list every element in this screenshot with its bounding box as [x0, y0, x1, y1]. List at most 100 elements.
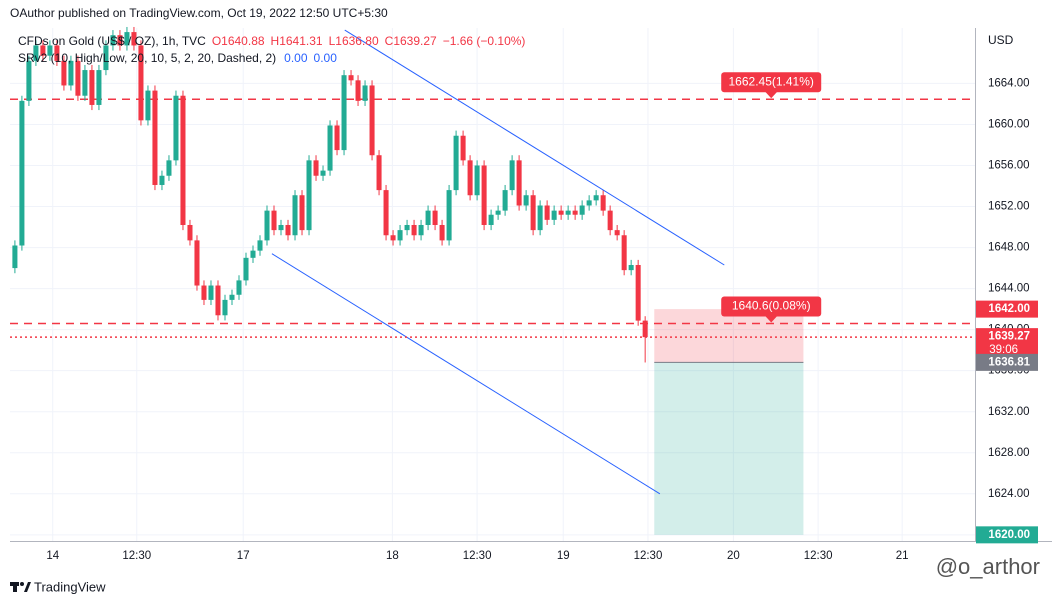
candle-body	[257, 240, 263, 251]
candle-body	[12, 245, 18, 269]
candle-body	[334, 125, 340, 151]
trend-line	[271, 253, 661, 495]
candle-body	[19, 100, 25, 246]
price-badge	[976, 353, 1038, 371]
x-tick-label: 12:30	[463, 550, 492, 562]
candle-body	[579, 205, 585, 215]
candle-body	[495, 210, 501, 215]
candle-body	[173, 95, 179, 161]
x-tick-label: 18	[386, 550, 399, 562]
candle-body	[614, 230, 620, 236]
y-tick-label: 1632.00	[988, 406, 1030, 418]
ohlc-change: −1.66 (−0.10%)	[443, 34, 526, 48]
candle-body	[222, 299, 228, 316]
ohlc-close: C1639.27	[385, 34, 437, 48]
candle-body	[187, 224, 193, 241]
candle-body	[600, 195, 606, 211]
candle-body	[117, 35, 123, 46]
candle-body	[523, 195, 529, 206]
y-tick-label: 1664.00	[988, 77, 1030, 89]
candle-body	[635, 265, 641, 321]
candle-body	[369, 85, 375, 156]
candle-body	[166, 160, 172, 176]
trend-line	[344, 29, 725, 266]
candle-body	[397, 230, 403, 241]
candle-body	[474, 165, 480, 196]
candle-body	[313, 160, 319, 176]
x-tick-label: 14	[46, 550, 59, 562]
price-badge-label: 1639.27	[988, 331, 1030, 343]
candle-body	[593, 195, 599, 201]
candle-body	[236, 280, 242, 295]
x-tick-label: 12:30	[634, 550, 663, 562]
candle-body	[383, 190, 389, 236]
y-tick-label: 1648.00	[988, 242, 1030, 254]
target-zone	[654, 362, 804, 535]
ohlc-low: L1636.80	[329, 34, 379, 48]
candle-body	[278, 224, 284, 231]
countdown: 39:06	[989, 344, 1018, 356]
candle-body	[145, 90, 151, 121]
candle-body	[285, 224, 291, 236]
candle-body	[341, 75, 347, 151]
ohlc-open: O1640.88	[212, 34, 265, 48]
candle-body	[551, 210, 557, 220]
candle-body	[586, 200, 592, 206]
candle-body	[467, 160, 473, 196]
price-badge-label: 1642.00	[988, 303, 1030, 315]
candle-body	[348, 75, 354, 81]
candle-body	[89, 70, 95, 105]
candle-body	[40, 45, 46, 56]
candle-body	[516, 160, 522, 206]
candle-body	[201, 285, 207, 300]
axes: 1620.001624.001628.001632.001636.001640.…	[46, 77, 1038, 562]
brand-logo	[10, 582, 31, 592]
candle-body	[488, 214, 494, 225]
candle-body	[243, 257, 249, 281]
candle-body	[453, 135, 459, 191]
level-label-pointer	[765, 91, 778, 99]
candle-body	[558, 210, 564, 215]
grid	[10, 28, 975, 541]
candle-body	[292, 195, 298, 236]
candle-body	[264, 210, 270, 241]
candle-body	[68, 60, 74, 86]
candle-body	[439, 224, 445, 241]
candle-body	[47, 45, 53, 56]
candle-body	[404, 224, 410, 231]
level-label: 1640.6(0.08%)	[732, 299, 811, 313]
y-tick-label: 1652.00	[988, 201, 1030, 213]
candle-body	[481, 165, 487, 225]
candle-body	[355, 80, 361, 101]
candle-body	[642, 320, 648, 338]
stop-zone	[654, 309, 804, 363]
watermark: @o_arthor	[936, 554, 1040, 579]
candle-body	[509, 160, 515, 191]
y-tick-label: 1624.00	[988, 488, 1030, 500]
candle-body	[621, 235, 627, 271]
y-tick-label: 1660.00	[988, 118, 1030, 130]
candle-body	[271, 210, 277, 231]
symbol: CFDs on Gold (US$ / OZ), 1h, TVC	[18, 34, 206, 48]
byline: OAuthor published on TradingView.com, Oc…	[10, 6, 388, 20]
candle-body	[425, 210, 431, 225]
ohlc-high: H1641.31	[271, 34, 323, 48]
candle-body	[124, 32, 130, 46]
candle-body	[460, 135, 466, 161]
candle-body	[208, 285, 214, 300]
x-tick-label: 12:30	[804, 550, 833, 562]
candle-body	[131, 32, 137, 46]
indicator-value: 0.00	[284, 51, 308, 65]
candle-body	[138, 45, 144, 121]
x-tick-label: 20	[727, 550, 740, 562]
candle-body	[61, 60, 67, 86]
candle-body	[306, 160, 312, 231]
price-badge	[976, 300, 1038, 318]
price-badge-label: 1620.00	[988, 529, 1030, 541]
candle-body	[75, 60, 81, 96]
candle-body	[54, 45, 60, 61]
candle-body	[544, 205, 550, 220]
x-tick-label: 17	[237, 550, 250, 562]
